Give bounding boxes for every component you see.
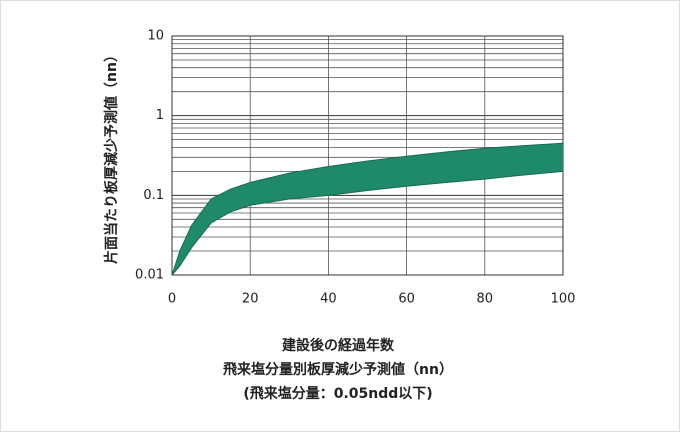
- band-area: [172, 143, 563, 275]
- y-tick-label: 1: [156, 108, 164, 123]
- y-tick-label: 10: [147, 29, 164, 44]
- y-tick-label: 0.01: [135, 268, 164, 283]
- marks: [171, 142, 564, 276]
- y-axis-label: 片面当たり板厚減少予測値（nn）: [103, 48, 120, 264]
- y-tick-label: 0.1: [143, 188, 164, 203]
- band-edge: [171, 170, 564, 276]
- x-axis-label: (飛来塩分量：0.05ndd以下): [243, 385, 432, 402]
- band-edge: [171, 142, 564, 276]
- x-tick-label: 80: [477, 292, 494, 307]
- x-axis-label: 建設後の経過年数: [282, 337, 395, 354]
- x-tick-label: 100: [551, 292, 576, 307]
- x-tick-label: 0: [168, 292, 176, 307]
- x-tick-label: 20: [242, 292, 259, 307]
- x-tick-label: 60: [398, 292, 415, 307]
- x-tick-label: 40: [320, 292, 337, 307]
- x-axis-label: 飛来塩分量別板厚減少予測値（nn）: [222, 361, 453, 378]
